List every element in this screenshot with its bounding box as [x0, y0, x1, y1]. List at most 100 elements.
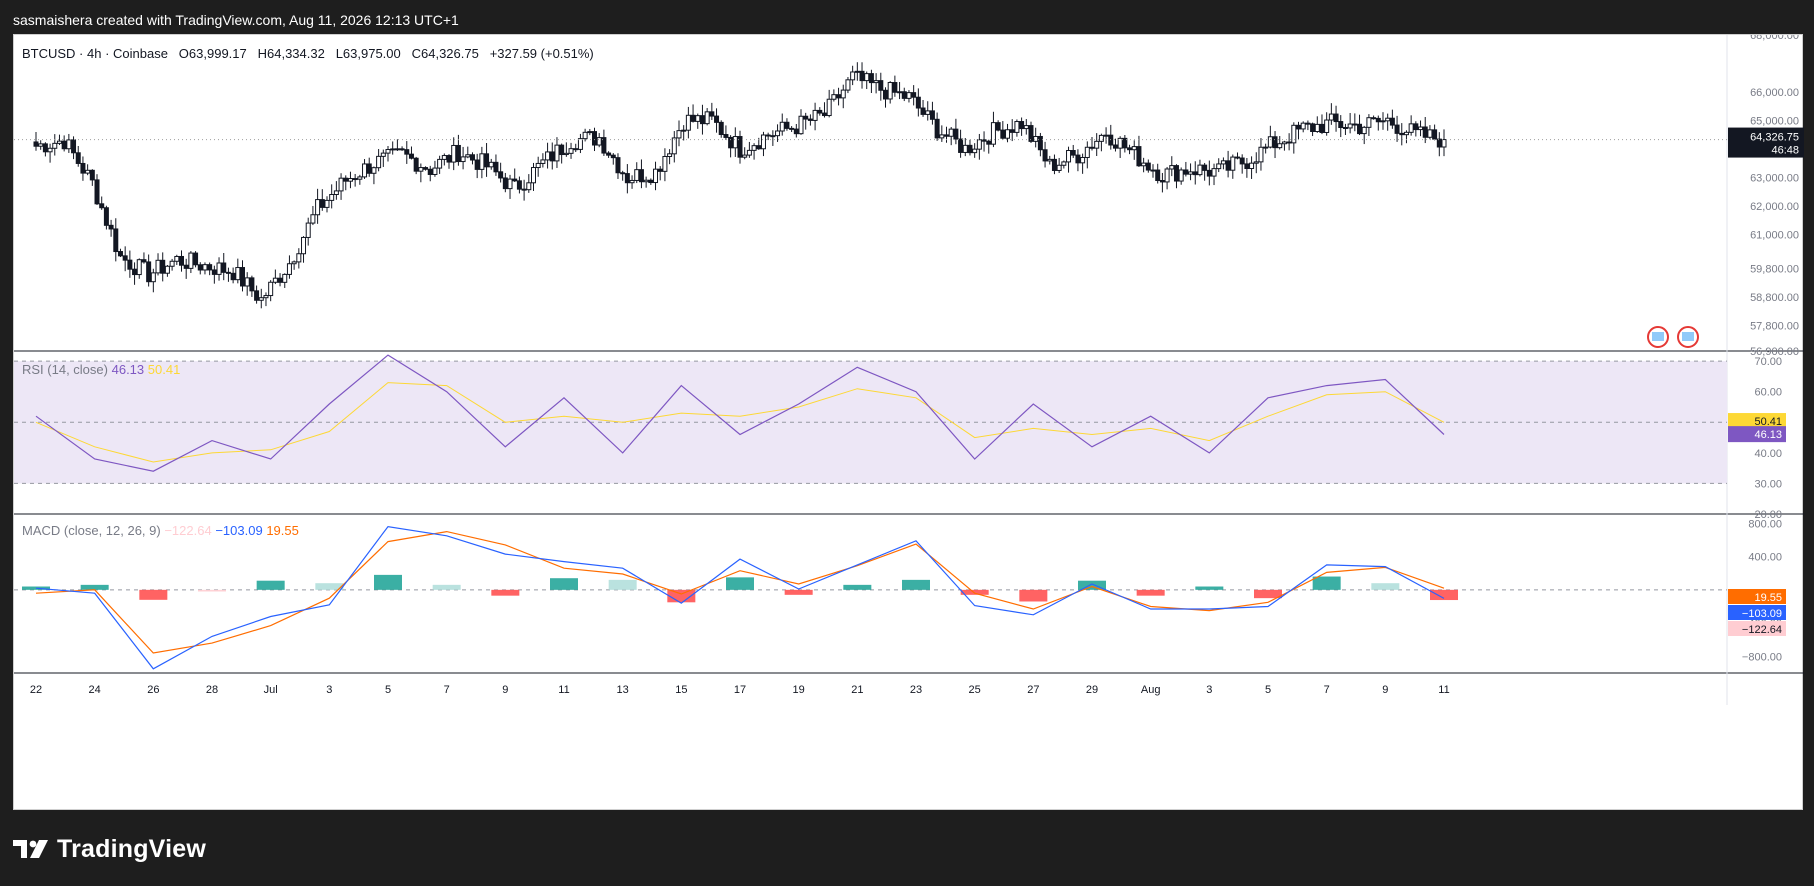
macd-histogram-bar	[1254, 589, 1282, 599]
main-legend: BTCUSD · 4h · Coinbase O63,999.17 H64,33…	[22, 46, 594, 61]
candle-body	[1117, 137, 1123, 149]
candle-body	[882, 89, 888, 100]
candle-body	[854, 70, 860, 73]
signal-line[interactable]	[35, 530, 1445, 654]
macd-histogram-bar	[491, 589, 520, 596]
candle-body	[197, 264, 203, 271]
candle-body	[709, 111, 715, 117]
macd-histogram-bar	[1195, 586, 1224, 590]
candle-body	[704, 111, 710, 125]
candle-body	[1178, 169, 1184, 182]
candle-body	[1399, 132, 1405, 136]
candle-body	[714, 115, 720, 123]
candle-body	[929, 110, 935, 120]
candle-body	[469, 154, 475, 161]
open-key: O	[178, 46, 189, 61]
candle-body	[648, 179, 654, 184]
macd-hist-value: −122.64	[164, 523, 212, 538]
candle-body	[1061, 161, 1067, 166]
candle-body	[413, 157, 419, 172]
candle-body	[85, 169, 91, 174]
candle-body	[240, 267, 246, 287]
macd-histogram-bar	[1312, 576, 1341, 590]
candle-body	[685, 114, 691, 131]
candle-body	[873, 80, 879, 84]
date-axis-tick: 24	[89, 684, 101, 696]
candle-body	[52, 142, 58, 149]
candle-body	[113, 228, 119, 253]
date-axis-tick: 21	[851, 684, 863, 696]
candle-body	[282, 273, 288, 283]
candle-body	[831, 94, 837, 100]
symbol-label[interactable]: BTCUSD · 4h · Coinbase	[22, 46, 168, 61]
macd-histogram-bar	[608, 579, 637, 590]
candle-body	[380, 152, 386, 157]
rsi-axis-tick: 60.00	[1754, 387, 1782, 399]
candle-body	[1009, 129, 1015, 133]
candle-body	[793, 128, 799, 135]
price-axis-tick: 68,000.00	[1750, 35, 1799, 42]
open-value: 63,999.17	[188, 46, 247, 61]
candle-body	[108, 224, 114, 230]
candle-body	[1394, 124, 1400, 134]
candle-body	[498, 171, 504, 179]
candle-body	[521, 188, 527, 191]
candle-body	[502, 177, 508, 190]
rsi-title[interactable]: RSI (14, close)	[22, 362, 108, 377]
candle-body	[1173, 165, 1179, 182]
candle-body	[760, 134, 766, 150]
candle-body	[1023, 125, 1029, 130]
candle-body	[1033, 135, 1039, 142]
candle-body	[1408, 123, 1414, 133]
candle-body	[1427, 129, 1433, 138]
macd-histogram-bar	[726, 577, 754, 590]
candle-body	[934, 118, 940, 139]
candle-body	[1366, 117, 1372, 128]
date-axis-tick: Aug	[1141, 684, 1161, 696]
candle-body	[207, 264, 213, 271]
candle-body	[1314, 123, 1320, 133]
rsi-axis-tick: 70.00	[1754, 356, 1782, 368]
price-axis-tick: 63,000.00	[1750, 172, 1799, 184]
candle-body	[1342, 127, 1348, 130]
candle-body	[742, 154, 748, 158]
candle-body	[1319, 123, 1325, 133]
candle-body	[315, 199, 321, 216]
low-value: 63,975.00	[342, 46, 401, 61]
candle-body	[897, 91, 903, 94]
candle-body	[1075, 154, 1081, 164]
rsi-ma-line[interactable]	[35, 382, 1445, 463]
candle-body	[258, 297, 264, 301]
candle-body	[892, 82, 898, 93]
candle-body	[967, 144, 973, 154]
candle-body	[319, 199, 325, 208]
price-axis-tick: 66,000.00	[1750, 87, 1799, 99]
candle-body	[1188, 171, 1194, 175]
chart-frame[interactable]: 68,000.00 66,000.00 65,000.00 63,000.00 62,0…	[13, 34, 1804, 811]
tradingview-logo[interactable]: TradingView	[13, 832, 206, 866]
price-badge-value: 64,326.75	[1750, 132, 1799, 144]
candle-body	[66, 139, 72, 150]
candle-body	[958, 138, 964, 153]
macd-line[interactable]	[35, 525, 1445, 670]
candle-body	[911, 92, 917, 98]
candle-body	[1056, 164, 1062, 171]
candle-body	[634, 169, 640, 181]
macd-title[interactable]: MACD (close, 12, 26, 9)	[22, 523, 161, 538]
candle-body	[1380, 120, 1386, 123]
macd-histogram-bar	[550, 578, 578, 590]
candle-body	[80, 162, 86, 174]
candle-body	[526, 182, 532, 191]
candle-body	[840, 89, 846, 99]
chart-canvas[interactable]: 68,000.00 66,000.00 65,000.00 63,000.00 62,0…	[14, 35, 1804, 811]
price-axis-tick: 56,900.00	[1750, 346, 1799, 358]
candle-body	[71, 139, 77, 154]
flag-stripes-icon	[1652, 332, 1664, 341]
histogram-badge-value: −122.64	[1742, 624, 1782, 636]
macd-histogram-bar	[843, 584, 872, 590]
candle-body	[1324, 119, 1330, 133]
candle-body	[216, 262, 222, 275]
candle-body	[366, 163, 372, 174]
rsi-line[interactable]	[35, 354, 1445, 472]
candle-body	[465, 154, 471, 158]
